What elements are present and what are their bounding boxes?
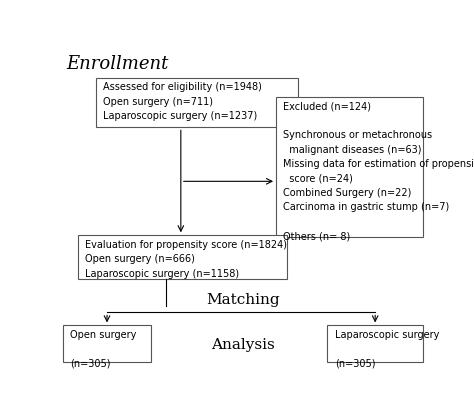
FancyBboxPatch shape <box>78 235 287 279</box>
Text: Analysis: Analysis <box>211 338 275 352</box>
FancyBboxPatch shape <box>328 325 423 362</box>
Text: Evaluation for propensity score (n=1824)
Open surgery (n=666)
Laparoscopic surge: Evaluation for propensity score (n=1824)… <box>85 240 287 279</box>
Text: Matching: Matching <box>206 293 280 306</box>
FancyBboxPatch shape <box>96 77 298 127</box>
Text: Open surgery

(n=305): Open surgery (n=305) <box>70 330 137 369</box>
Text: Assessed for eligibility (n=1948)
Open surgery (n=711)
Laparoscopic surgery (n=1: Assessed for eligibility (n=1948) Open s… <box>103 82 262 121</box>
Text: Laparoscopic surgery

(n=305): Laparoscopic surgery (n=305) <box>335 330 439 369</box>
FancyBboxPatch shape <box>276 97 423 237</box>
Text: Excluded (n=124)

Synchronous or metachronous
  malignant diseases (n=63)
Missin: Excluded (n=124) Synchronous or metachro… <box>283 102 474 241</box>
Text: Enrollment: Enrollment <box>66 55 169 73</box>
FancyBboxPatch shape <box>63 325 151 362</box>
